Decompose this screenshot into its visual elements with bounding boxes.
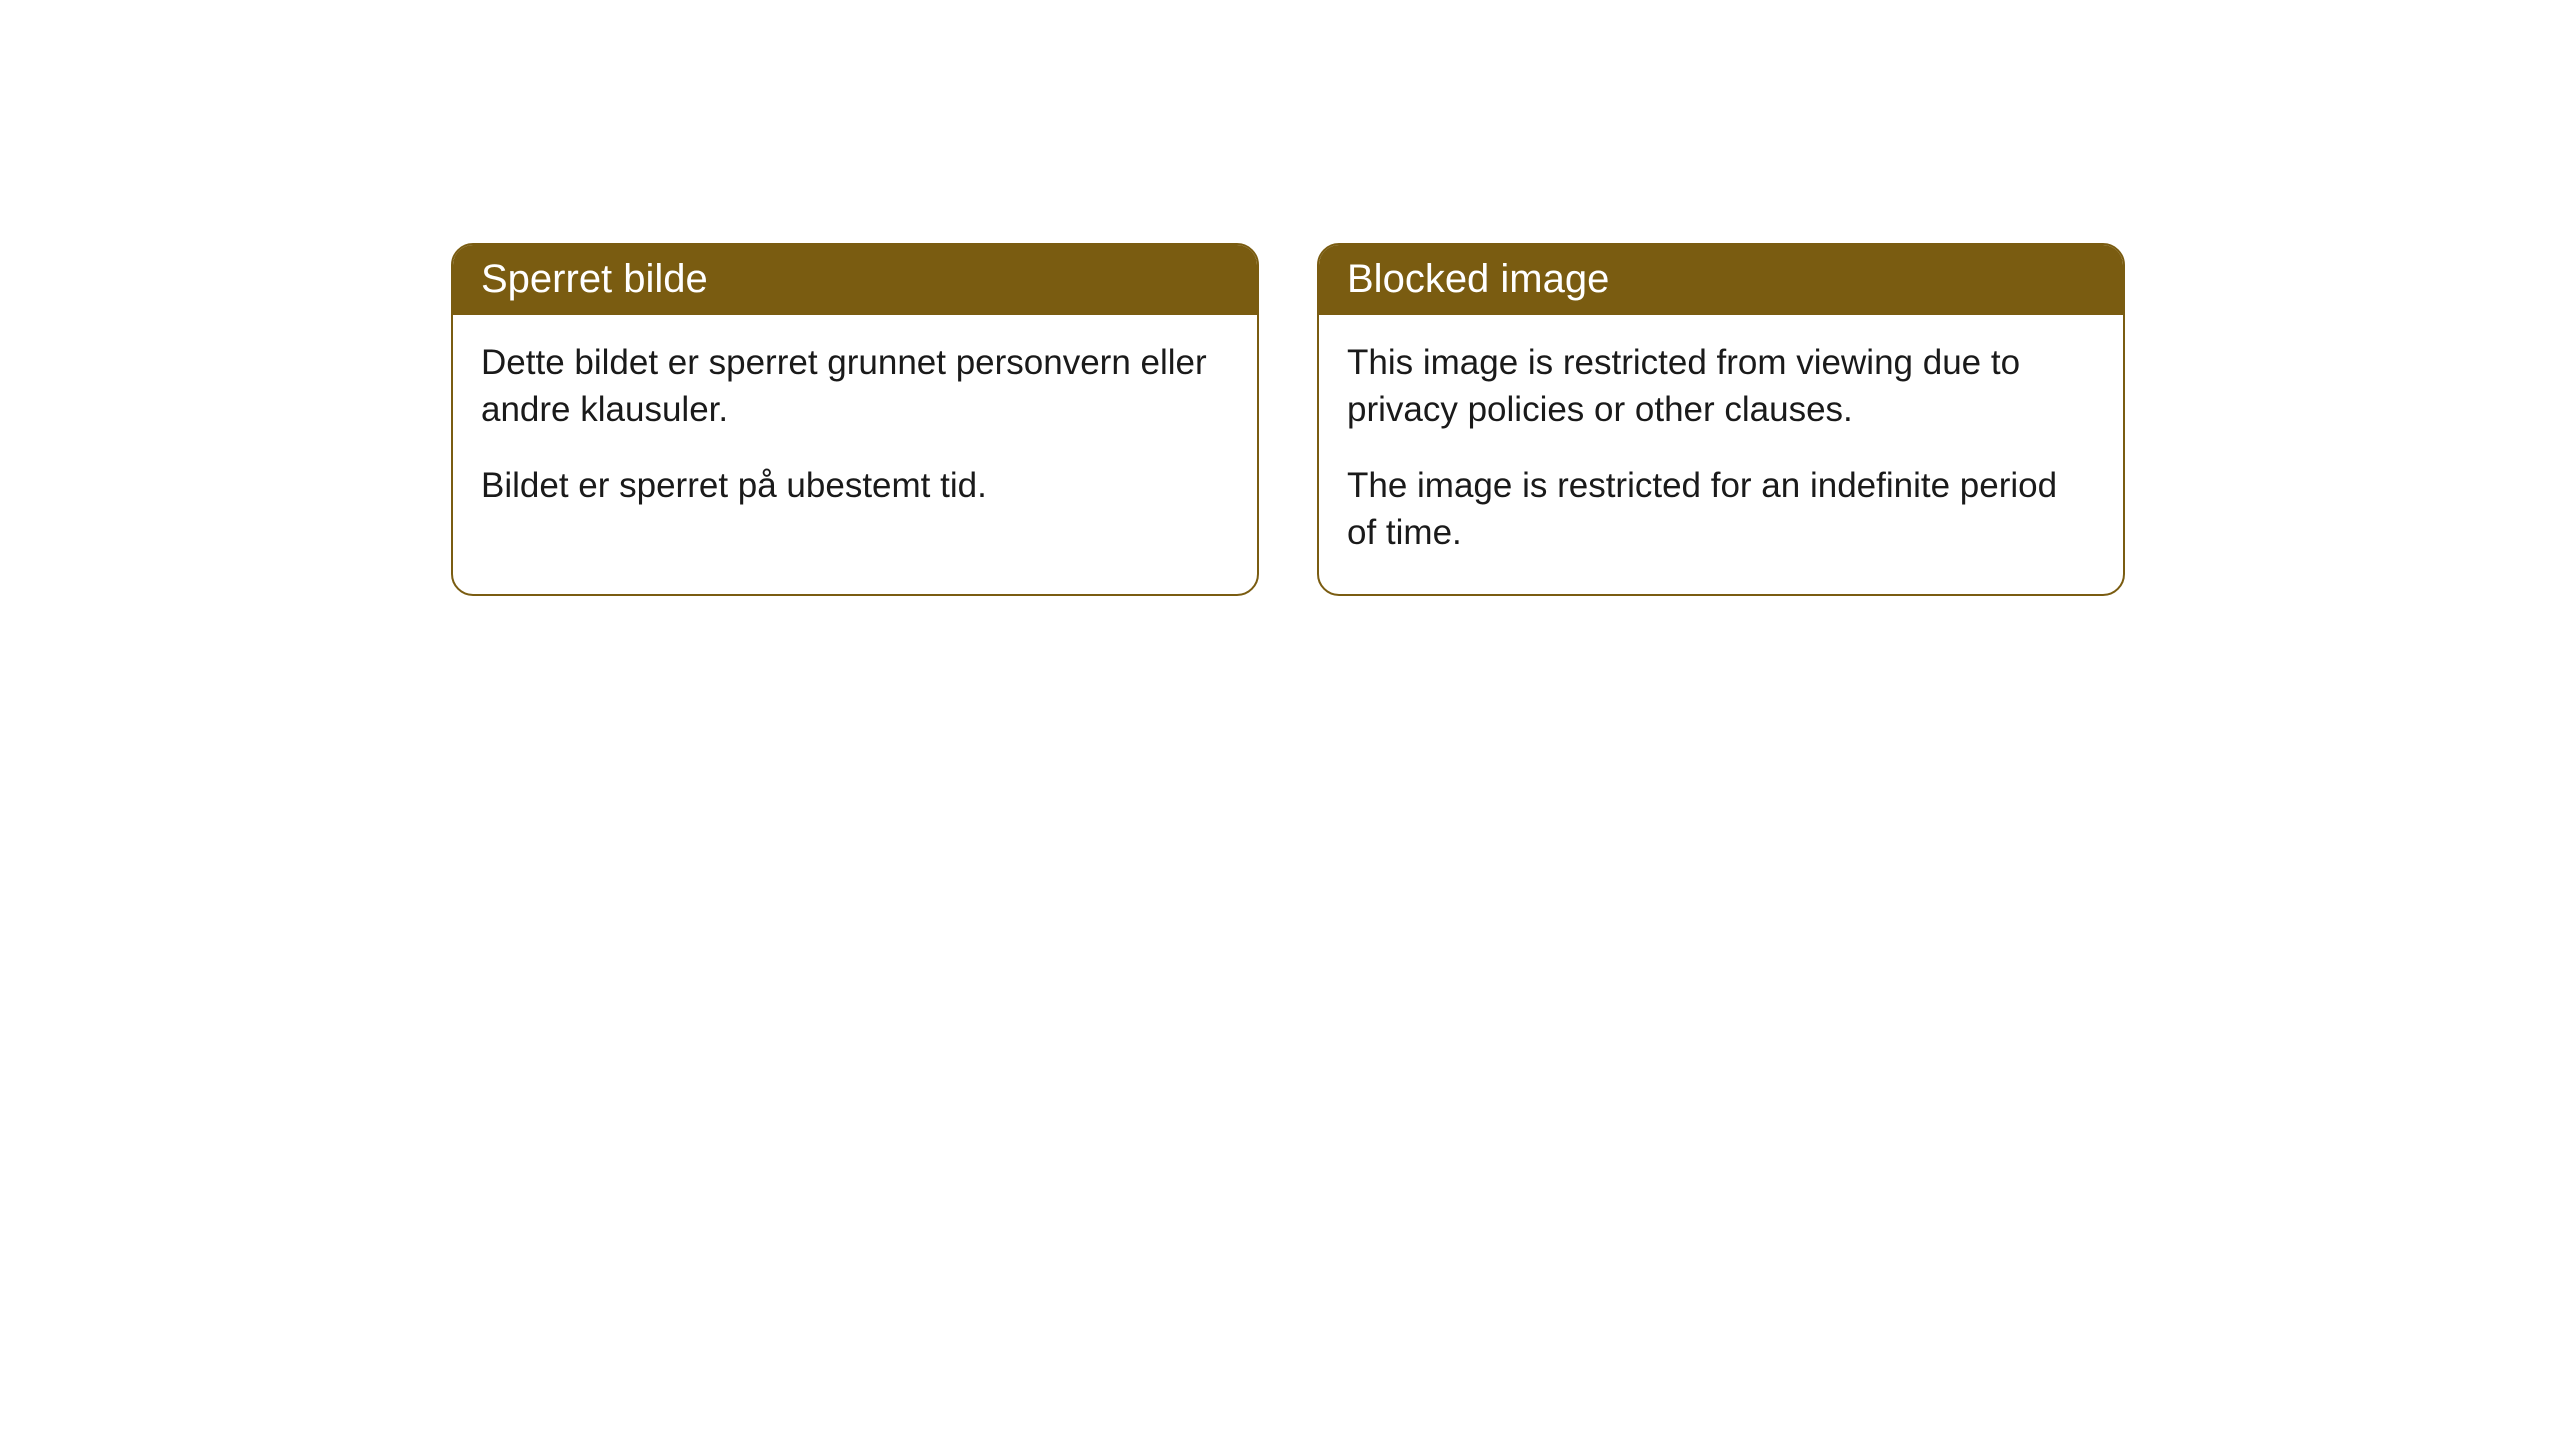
card-paragraph: Bildet er sperret på ubestemt tid. bbox=[481, 462, 1229, 509]
card-title: Blocked image bbox=[1319, 245, 2123, 315]
notice-card-english: Blocked image This image is restricted f… bbox=[1317, 243, 2125, 596]
notice-card-norwegian: Sperret bilde Dette bildet er sperret gr… bbox=[451, 243, 1259, 596]
card-body: This image is restricted from viewing du… bbox=[1319, 315, 2123, 594]
card-paragraph: The image is restricted for an indefinit… bbox=[1347, 462, 2095, 557]
card-body: Dette bildet er sperret grunnet personve… bbox=[453, 315, 1257, 547]
notice-cards-container: Sperret bilde Dette bildet er sperret gr… bbox=[451, 243, 2125, 596]
card-paragraph: This image is restricted from viewing du… bbox=[1347, 339, 2095, 434]
card-paragraph: Dette bildet er sperret grunnet personve… bbox=[481, 339, 1229, 434]
card-title: Sperret bilde bbox=[453, 245, 1257, 315]
